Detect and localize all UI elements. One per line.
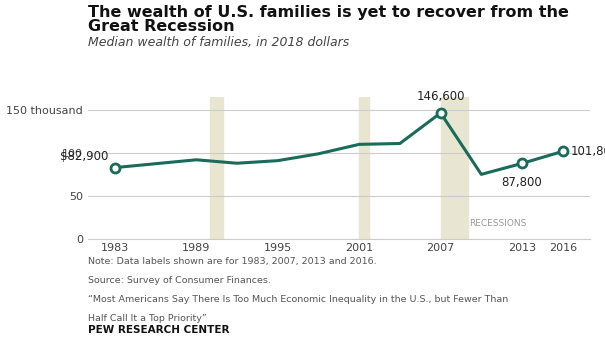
Text: “Most Americans Say There Is Too Much Economic Inequality in the U.S., but Fewer: “Most Americans Say There Is Too Much Ec… xyxy=(88,295,508,304)
Text: 101,800: 101,800 xyxy=(571,145,605,158)
Text: 87,800: 87,800 xyxy=(502,176,543,189)
Text: RECESSIONS: RECESSIONS xyxy=(469,219,526,228)
Text: PEW RESEARCH CENTER: PEW RESEARCH CENTER xyxy=(88,325,229,335)
Text: Median wealth of families, in 2018 dollars: Median wealth of families, in 2018 dolla… xyxy=(88,36,349,49)
Bar xyxy=(210,97,223,239)
Text: Great Recession: Great Recession xyxy=(88,19,234,34)
Text: The wealth of U.S. families is yet to recover from the: The wealth of U.S. families is yet to re… xyxy=(88,5,569,20)
Text: Half Call It a Top Priority”: Half Call It a Top Priority” xyxy=(88,314,206,323)
Text: $82,900: $82,900 xyxy=(59,150,108,163)
Text: Source: Survey of Consumer Finances.: Source: Survey of Consumer Finances. xyxy=(88,276,270,285)
Bar xyxy=(440,97,468,239)
Text: 146,600: 146,600 xyxy=(416,90,465,103)
Bar xyxy=(359,97,369,239)
Text: Note: Data labels shown are for 1983, 2007, 2013 and 2016.: Note: Data labels shown are for 1983, 20… xyxy=(88,257,376,266)
